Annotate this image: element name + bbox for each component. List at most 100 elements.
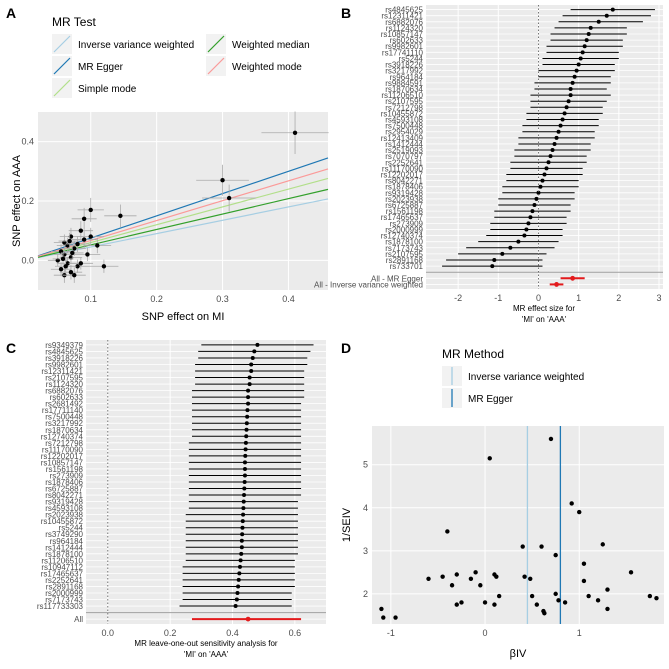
data-point <box>492 602 497 607</box>
snp-estimate <box>246 401 251 406</box>
snp-label: rs2252641 <box>385 158 423 167</box>
data-point <box>600 542 605 547</box>
data-point <box>75 264 80 269</box>
data-point <box>496 593 502 599</box>
data-point <box>95 243 100 248</box>
legend-entry: Weighted mode <box>232 62 302 73</box>
snp-label: rs6882076 <box>45 387 83 396</box>
snp-estimate <box>240 532 245 537</box>
panel-label-d: D <box>341 340 351 356</box>
snp-label: rs9982601 <box>385 42 423 51</box>
snp-estimate <box>240 525 245 530</box>
x-tick-label-d: 1 <box>577 628 582 638</box>
data-point <box>445 529 450 534</box>
data-point <box>539 544 544 549</box>
snp-label: rs6725887 <box>45 485 83 494</box>
snp-estimate <box>556 129 561 134</box>
snp-estimate <box>239 538 244 543</box>
plot-area-d <box>372 426 664 624</box>
y-tick-label-d: 3 <box>363 546 368 556</box>
snp-estimate <box>237 571 242 576</box>
snp-estimate <box>242 480 247 484</box>
snp-label: rs3918226 <box>45 354 83 363</box>
snp-estimate <box>582 44 587 49</box>
data-point <box>654 595 659 601</box>
snp-label: rs11170090 <box>382 164 424 173</box>
snp-estimate <box>246 388 251 393</box>
legend-key-line <box>53 79 71 97</box>
snp-estimate <box>516 239 521 244</box>
snp-label: rs1124320 <box>46 380 84 389</box>
snp-estimate <box>546 160 551 165</box>
snp-label: rs1878406 <box>385 183 423 192</box>
snp-label: rs12413409 <box>381 134 424 143</box>
data-point <box>581 561 587 566</box>
snp-estimate <box>249 369 254 374</box>
snp-label: rs5244 <box>59 524 84 533</box>
data-point <box>67 238 72 244</box>
snp-estimate <box>242 466 247 471</box>
x-axis-title-c-line2: 'MI' on 'AAA' <box>184 650 229 659</box>
snp-estimate <box>247 375 252 380</box>
snp-estimate <box>548 154 553 159</box>
snp-label: rs12202017 <box>381 170 424 179</box>
data-point <box>440 574 445 579</box>
snp-label: rs4845625 <box>385 6 423 15</box>
legend-key-line <box>53 57 71 75</box>
snp-estimate <box>238 558 243 563</box>
x-tick-label-a: 0.2 <box>150 294 163 304</box>
data-point <box>534 602 540 607</box>
summary-label: All - MR Egger <box>371 274 423 283</box>
data-point <box>393 615 398 620</box>
data-point <box>81 216 87 221</box>
snp-label: rs11170090 <box>42 445 84 454</box>
snp-estimate <box>578 56 583 61</box>
snp-label: rs8042271 <box>385 177 423 186</box>
data-point <box>101 264 107 269</box>
snp-estimate <box>576 62 581 67</box>
snp-estimate <box>500 251 505 256</box>
plot-area-b <box>426 5 663 289</box>
snp-label: rs2681492 <box>45 400 83 409</box>
snp-label: rs6882076 <box>385 18 423 27</box>
x-tick-label: 0.6 <box>289 628 302 638</box>
snp-label: rs10947112 <box>41 563 83 572</box>
snp-label: rs2891168 <box>46 582 84 591</box>
snp-label: rs2107595 <box>45 374 83 383</box>
snp-label: rs4845625 <box>45 347 83 356</box>
snp-label: rs3217992 <box>45 419 83 428</box>
snp-estimate <box>233 604 238 609</box>
snp-estimate <box>241 499 246 504</box>
snp-estimate <box>237 564 242 569</box>
x-axis-title-a: SNP effect on MI <box>142 311 225 323</box>
snp-label: rs273909 <box>390 219 424 228</box>
snp-estimate <box>236 584 241 589</box>
snp-estimate <box>544 166 549 171</box>
snp-estimate <box>235 590 240 595</box>
data-point <box>381 615 386 620</box>
snp-label: rs1412444 <box>385 140 423 149</box>
snp-label: rs7212798 <box>385 103 423 112</box>
snp-label: rs3749290 <box>45 530 83 539</box>
regression-line <box>37 168 329 257</box>
snp-estimate <box>524 227 529 232</box>
snp-estimate <box>250 355 255 360</box>
x-tick-label-a: 0.3 <box>216 294 229 304</box>
y-tick-label-a: 0.2 <box>21 196 34 206</box>
snp-label: rs4593108 <box>385 116 423 125</box>
snp-estimate <box>542 172 547 177</box>
legend-entry: MR Egger <box>468 394 514 405</box>
y-tick-label-d: 2 <box>363 589 368 599</box>
snp-estimate <box>245 408 250 413</box>
x-axis-title-d: βIV <box>510 648 527 660</box>
snp-label: rs12311421 <box>41 367 83 376</box>
snp-label: rs273909 <box>50 471 84 480</box>
panel-label-c: C <box>6 340 16 356</box>
snp-estimate <box>584 38 589 43</box>
data-point <box>118 213 123 219</box>
snp-estimate <box>249 362 254 367</box>
snp-label: rs10857147 <box>381 30 424 39</box>
legend-key-line <box>207 57 225 75</box>
snp-label: rs1878100 <box>45 550 83 559</box>
snp-label: rs7500448 <box>385 122 423 131</box>
